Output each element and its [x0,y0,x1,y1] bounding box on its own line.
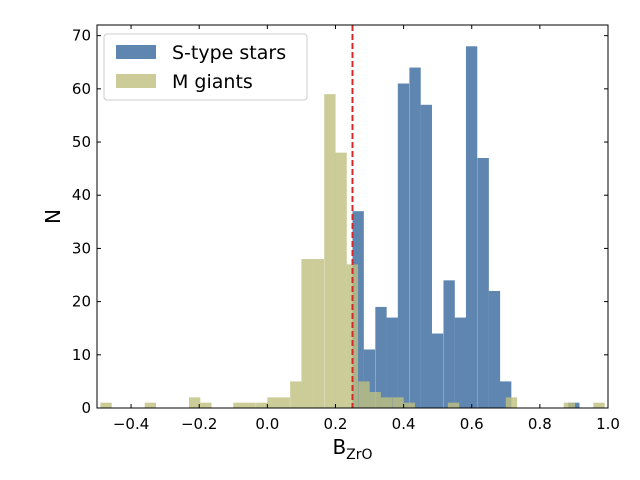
m-giants-bar-3 [200,402,212,408]
legend: S-type stars M giants [103,33,308,101]
x-tick-label: 0.8 [528,415,552,433]
s-type-bars [352,46,580,409]
m-giants-bar-21 [505,397,518,408]
y-axis-label: N [41,209,65,224]
m-giants-bar-2 [188,397,201,408]
m-giants-bar-18 [392,397,404,408]
s-type-bar-6 [420,104,432,409]
y-tick-label: 30 [72,239,91,257]
m-giants-bar-5 [244,402,256,408]
s-type-bar-2 [375,306,387,408]
m-giants-bar-13 [335,152,347,408]
m-giants-bar-9 [290,381,302,408]
m-giants-bar-7 [267,397,279,408]
m-giants-bar-8 [278,397,290,408]
y-tick-label: 70 [72,27,91,45]
m-giants-bar-10 [301,259,313,408]
s-type-bar-9 [454,317,467,408]
s-type-bar-0 [352,211,364,408]
x-tick-label: −0.2 [181,415,217,433]
m-giants-bar-15 [358,381,370,408]
legend-swatch-m-giants [116,74,156,88]
s-type-bar-5 [409,67,421,409]
x-axis-ticks: −0.4 −0.2 0.0 0.2 0.4 0.6 0.8 1.0 [113,25,620,433]
y-axis-ticks: 0 10 20 30 40 50 60 70 [72,27,608,417]
x-tick-label: 0.2 [324,415,348,433]
x-tick-label: 0.4 [392,415,416,433]
m-giants-bar-1 [144,402,157,408]
legend-label-m-giants: M giants [172,71,253,93]
s-type-bar-11 [477,157,489,408]
m-giants-bar-0 [100,402,112,408]
s-type-bar-10 [465,46,478,409]
m-giants-bar-16 [369,392,381,408]
s-type-bar-3 [386,317,398,408]
m-giants-bar-17 [380,397,393,408]
s-type-bar-13 [500,381,512,408]
m-giants-bar-23 [593,402,605,408]
s-type-bar-12 [488,290,501,408]
m-giants-bar-6 [256,402,268,408]
m-giants-bar-20 [447,402,460,408]
x-axis-label: BZrO [332,435,372,463]
y-tick-label: 20 [72,293,91,311]
y-tick-label: 60 [72,80,91,98]
y-tick-label: 0 [81,399,91,417]
x-tick-label: −0.4 [113,415,149,433]
m-giants-bar-22 [563,402,576,408]
plot-frame [96,24,609,409]
s-type-bar-7 [431,333,444,408]
x-tick-label: 0.6 [460,415,484,433]
s-type-bar-8 [443,280,455,408]
s-type-bar-1 [363,349,376,408]
m-giants-bar-12 [324,94,336,409]
y-tick-label: 40 [72,186,91,204]
m-giants-bar-11 [312,259,324,408]
m-giants-bar-19 [403,402,415,408]
s-type-bar-4 [397,83,410,408]
x-tick-label: 1.0 [596,415,620,433]
y-tick-label: 50 [72,133,91,151]
legend-label-s-type: S-type stars [172,42,286,64]
x-tick-label: 0.0 [255,415,279,433]
legend-swatch-s-type [116,45,156,59]
m-giants-bar-4 [233,402,245,408]
y-tick-label: 10 [72,346,91,364]
